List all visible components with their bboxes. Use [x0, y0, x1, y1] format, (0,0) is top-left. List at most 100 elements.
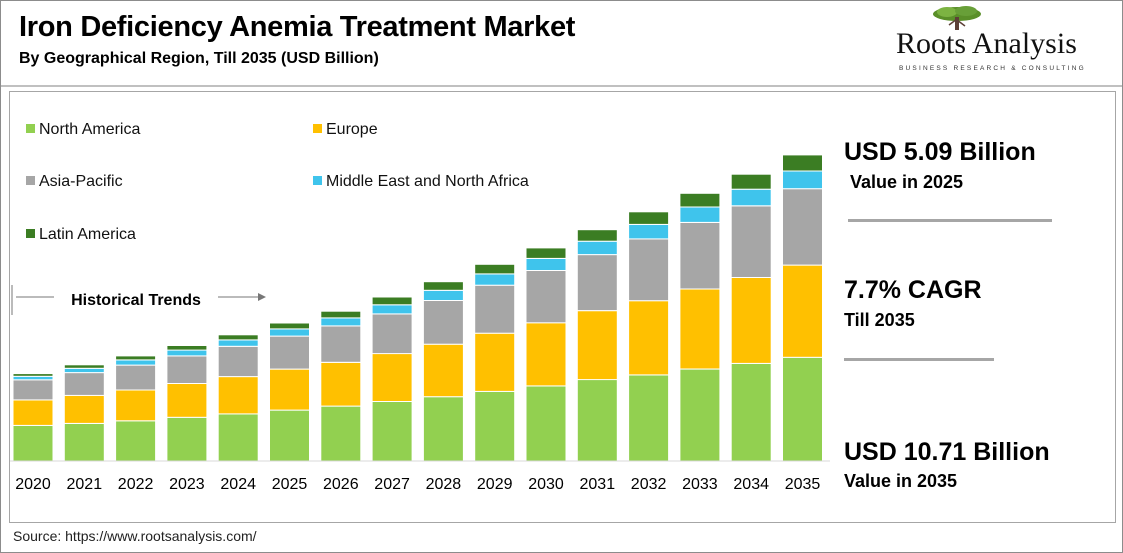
- legend-label: Europe: [326, 121, 378, 138]
- x-tick-label: 2032: [631, 476, 667, 493]
- x-axis-ticks: 2020 2021 2022 2023 2024 2025 2026 2027 2028 2029…: [15, 476, 820, 493]
- legend-label: Latin America: [39, 226, 136, 243]
- bar-segment: [12, 399, 54, 426]
- bar-segment: [525, 257, 567, 271]
- bar-segment: [371, 296, 413, 306]
- bar-segment: [115, 364, 157, 391]
- x-tick-label: 2023: [169, 476, 205, 493]
- bar-segment: [320, 310, 362, 319]
- bar-stack: [679, 192, 721, 462]
- bar-stack: [525, 247, 567, 462]
- bar-segment: [269, 328, 310, 337]
- bar-segment: [422, 343, 464, 398]
- bar-segment: [12, 379, 54, 401]
- bar-segment: [474, 284, 516, 334]
- bar-segment: [576, 379, 618, 462]
- bar-segment: [422, 300, 464, 345]
- x-tick-label: 2021: [67, 476, 103, 493]
- bar-segment: [576, 310, 618, 381]
- bar-segment: [576, 240, 618, 256]
- legend-swatch: [26, 176, 35, 185]
- bar-segment: [422, 396, 464, 462]
- legend-label: Asia-Pacific: [39, 173, 123, 190]
- legend-swatch: [26, 229, 35, 238]
- legend-swatch: [313, 176, 322, 185]
- logo-name: Roots Analysis: [896, 27, 1077, 60]
- bar-segment: [730, 205, 772, 278]
- bar-segment: [679, 222, 721, 290]
- bar-segment: [371, 304, 413, 315]
- bar-segment: [525, 270, 567, 324]
- bar-segment: [628, 223, 670, 240]
- bar-segment: [269, 409, 310, 462]
- bar-segment: [371, 313, 413, 355]
- bar-segment: [782, 264, 823, 358]
- bar-stack: [782, 154, 823, 462]
- bar-segment: [115, 389, 157, 422]
- logo-tagline: BUSINESS RESEARCH & CONSULTING: [899, 65, 1086, 72]
- legend-label: Middle East and North Africa: [326, 173, 529, 190]
- bar-stack: [12, 373, 54, 462]
- bar-segment: [12, 373, 54, 377]
- bar-segment: [474, 263, 516, 275]
- cagr-caption: Till 2035: [844, 310, 915, 330]
- bar-segment: [730, 188, 772, 207]
- bar-segment: [782, 170, 823, 190]
- bar-segment: [166, 355, 208, 384]
- bar-segment: [217, 334, 259, 341]
- bar-segment: [320, 361, 362, 407]
- historical-trends-label: Historical Trends: [71, 292, 201, 309]
- bar-segment: [166, 345, 208, 351]
- roots-analysis-logo: Roots Analysis BUSINESS RESEARCH & CONSU…: [891, 5, 1106, 77]
- source-note: Source: https://www.rootsanalysis.com/: [13, 528, 257, 544]
- bar-segment: [576, 229, 618, 242]
- bar-stack: [474, 263, 516, 462]
- value-2025: USD 5.09 Billion: [844, 138, 1036, 166]
- bar-segment: [320, 405, 362, 462]
- bar-segment: [422, 281, 464, 291]
- bar-segment: [525, 322, 567, 387]
- bar-segment: [320, 317, 362, 327]
- bar-segment: [679, 368, 721, 462]
- chart-subtitle: By Geographical Region, Till 2035 (USD B…: [19, 50, 379, 67]
- bar-stack: [730, 173, 772, 462]
- bar-segment: [269, 335, 310, 370]
- x-tick-label: 2031: [580, 476, 616, 493]
- chart-area: North America Europe Asia-Pacific Middle Ea…: [9, 91, 1116, 523]
- bar-segment: [782, 188, 823, 266]
- x-tick-label: 2022: [118, 476, 154, 493]
- bar-segment: [628, 374, 670, 462]
- bar-stack: [628, 211, 670, 462]
- bar-segment: [474, 273, 516, 286]
- legend-item: Europe: [313, 121, 378, 138]
- legend-item: North America: [26, 121, 140, 138]
- bar-segment: [371, 353, 413, 402]
- bar-segment: [63, 372, 105, 396]
- stacked-bar-chart: North America Europe Asia-Pacific Middle Ea…: [10, 121, 830, 493]
- bar-segment: [217, 345, 259, 378]
- bar-segment: [679, 192, 721, 208]
- bar-segment: [730, 276, 772, 364]
- x-tick-label: 2034: [733, 476, 769, 493]
- bar-stack: [422, 281, 464, 462]
- bar-segment: [679, 206, 721, 223]
- x-tick-label: 2020: [15, 476, 51, 493]
- x-tick-label: 2028: [426, 476, 462, 493]
- value-2025-caption: Value in 2025: [850, 172, 964, 192]
- bar-stack: [371, 296, 413, 462]
- x-tick-label: 2033: [682, 476, 718, 493]
- bar-segment: [628, 211, 670, 225]
- cagr-value: 7.7% CAGR: [844, 276, 982, 304]
- bar-segment: [63, 394, 105, 424]
- bar-segment: [474, 390, 516, 462]
- divider-1: [848, 219, 1052, 222]
- legend-label: North America: [39, 121, 140, 138]
- bar-segment: [320, 325, 362, 363]
- x-tick-label: 2035: [785, 476, 821, 493]
- header: Iron Deficiency Anemia Treatment Market …: [1, 1, 1122, 85]
- value-2035-caption: Value in 2035: [844, 471, 958, 491]
- bar-segment: [474, 332, 516, 392]
- bar-segment: [371, 401, 413, 462]
- bar-stack: [63, 364, 105, 462]
